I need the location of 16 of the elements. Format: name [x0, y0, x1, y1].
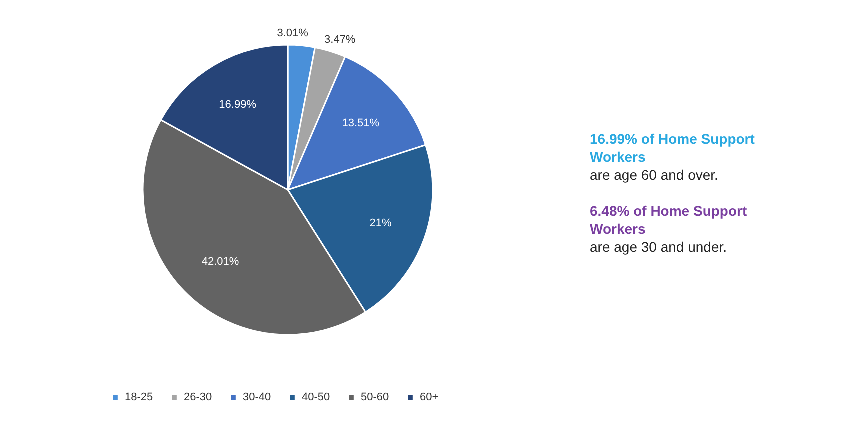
data-label: 3.01% — [277, 28, 309, 40]
legend-label: 18-25 — [125, 392, 154, 404]
legend-label: 26-30 — [184, 392, 212, 404]
text: are age 60 and over. — [590, 167, 718, 183]
text: 6.48% of Home Support Workers — [590, 203, 748, 237]
legend-label: 60+ — [420, 392, 439, 404]
data-label: 21% — [370, 217, 392, 230]
data-label: 3.47% — [324, 34, 356, 46]
legend-label: 30-40 — [243, 392, 272, 404]
data-label: 42.01% — [202, 256, 240, 268]
data-label: 13.51% — [342, 118, 380, 130]
legend-label: 50-60 — [361, 392, 390, 404]
text: are age 30 and under. — [590, 239, 728, 255]
data-label: 16.99% — [219, 99, 257, 112]
legend-label: 40-50 — [302, 392, 330, 404]
text: 16.99% of Home Support Workers — [590, 131, 756, 165]
